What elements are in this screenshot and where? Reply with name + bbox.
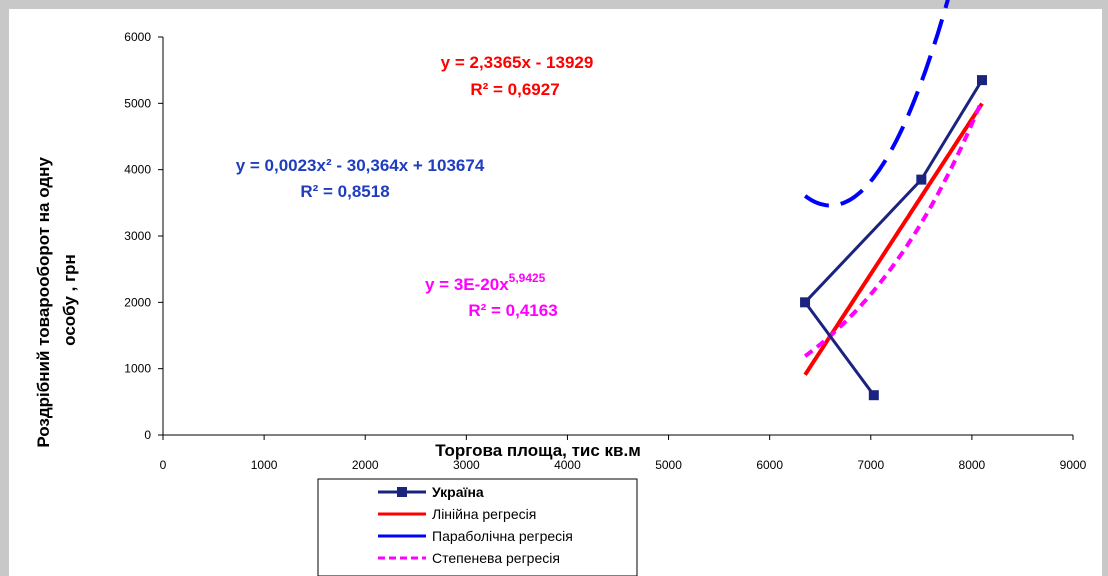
y-tick-label: 4000 — [124, 163, 151, 177]
legend: Україна Лінійна регресія Параболічна регре… — [317, 478, 638, 576]
legend-marker — [397, 487, 407, 497]
data-point-marker — [868, 390, 879, 401]
x-tick-label: 1000 — [251, 458, 278, 472]
power-equation-text: y = 3E-20x5,9425 — [425, 271, 546, 294]
y-tick-label: 6000 — [124, 30, 151, 44]
x-tick-label: 4000 — [554, 458, 581, 472]
legend-label: Параболічна регресія — [432, 528, 573, 544]
power-r2-text: R² = 0,4163 — [468, 301, 557, 320]
y-tick-label: 1000 — [124, 362, 151, 376]
linear-r2-text: R² = 0,6927 — [470, 80, 559, 99]
y-axis-title-line2: особу , грн — [60, 254, 79, 346]
series-line-parabolic — [803, 0, 950, 208]
y-tick-label: 3000 — [124, 229, 151, 243]
x-tick-label: 2000 — [352, 458, 379, 472]
power-equation-exponent: 5,9425 — [509, 271, 546, 285]
x-tick-label: 8000 — [959, 458, 986, 472]
series-line-linear — [803, 102, 984, 376]
data-point-marker — [977, 75, 987, 86]
x-axis-title: Торгова площа, тис кв.м — [435, 441, 641, 460]
x-tick-label: 5000 — [655, 458, 682, 472]
legend-label: Україна — [432, 484, 484, 500]
linear-equation-text: y = 2,3365x - 13929 — [441, 53, 594, 72]
y-tick-label: 5000 — [124, 96, 151, 110]
x-tick-label: 3000 — [453, 458, 480, 472]
legend-box — [317, 478, 638, 576]
legend-label: Степенева регресія — [432, 550, 560, 566]
x-tick-label: 7000 — [857, 458, 884, 472]
legend-label: Лінійна регресія — [432, 506, 536, 522]
y-axis-title: Роздрібний товарооборот на одну особу , … — [34, 152, 79, 447]
x-tick-label: 9000 — [1060, 458, 1087, 472]
x-tick-label: 0 — [160, 458, 167, 472]
data-point-marker — [916, 174, 927, 185]
parabolic-equation-text: y = 0,0023x² - 30,364x + 103674 — [236, 156, 485, 175]
parabolic-equation: y = 0,0023x² - 30,364x + 103674 R² = 0,8… — [236, 156, 485, 201]
data-point-marker — [800, 297, 811, 308]
x-tick-label: 6000 — [756, 458, 783, 472]
parabolic-r2-text: R² = 0,8518 — [300, 182, 389, 201]
linear-equation: y = 2,3365x - 13929 R² = 0,6927 — [441, 53, 594, 99]
series-line-ukraine — [803, 79, 984, 397]
y-tick-label: 0 — [144, 428, 151, 442]
series-line-power — [803, 99, 984, 358]
y-tick-label: 2000 — [124, 295, 151, 309]
power-equation-base: y = 3E-20x — [425, 275, 509, 294]
y-axis-title-line1: Роздрібний товарооборот на одну — [34, 157, 53, 448]
power-equation: y = 3E-20x5,9425 R² = 0,4163 — [425, 271, 558, 320]
